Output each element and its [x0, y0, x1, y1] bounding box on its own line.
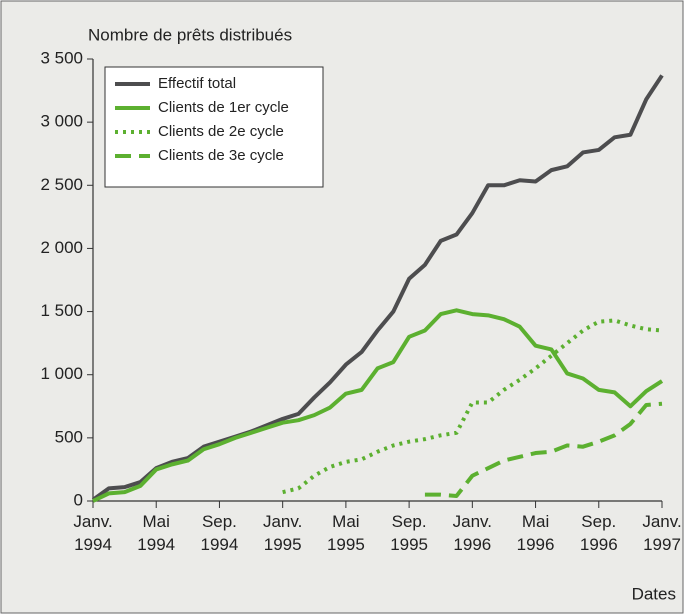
legend-label: Effectif total [158, 75, 236, 92]
legend-label: Clients de 3e cycle [158, 147, 284, 164]
x-tick-label: Janv. 1996 [453, 512, 492, 554]
y-tick-label: 3 000 [40, 112, 83, 131]
x-tick-label: Janv. 1995 [263, 512, 302, 554]
y-tick-label: 2 500 [40, 175, 83, 194]
y-tick-label: 3 500 [40, 48, 83, 67]
y-tick-label: 500 [55, 427, 83, 446]
x-tick-label: Mai 1995 [327, 512, 365, 554]
legend-label: Clients de 2e cycle [158, 123, 284, 140]
x-tick-label: Janv. 1997 [642, 512, 681, 554]
x-axis-title: Dates [632, 584, 676, 603]
y-axis-title: Nombre de prêts distribués [88, 25, 292, 44]
y-tick-label: 1 000 [40, 364, 83, 383]
legend-box [104, 66, 324, 188]
y-tick-label: 2 000 [40, 238, 83, 257]
legend: Effectif total Clients de 1er cycle Client… [104, 66, 324, 188]
x-tick-label: Sep. 1996 [580, 512, 618, 554]
x-tick-label: Sep. 1995 [390, 512, 428, 554]
x-tick-label: Janv. 1994 [73, 512, 112, 554]
x-tick-label: Mai 1994 [137, 512, 175, 554]
y-tick-label: 0 [74, 490, 83, 509]
y-tick-label: 1 500 [40, 301, 83, 320]
series-line [92, 308, 664, 503]
x-tick-label: Mai 1996 [517, 512, 555, 554]
x-tick-label: Sep. 1994 [201, 512, 239, 554]
legend-label: Clients de 1er cycle [158, 99, 289, 116]
series-line [91, 74, 664, 502]
series-line [424, 401, 663, 498]
